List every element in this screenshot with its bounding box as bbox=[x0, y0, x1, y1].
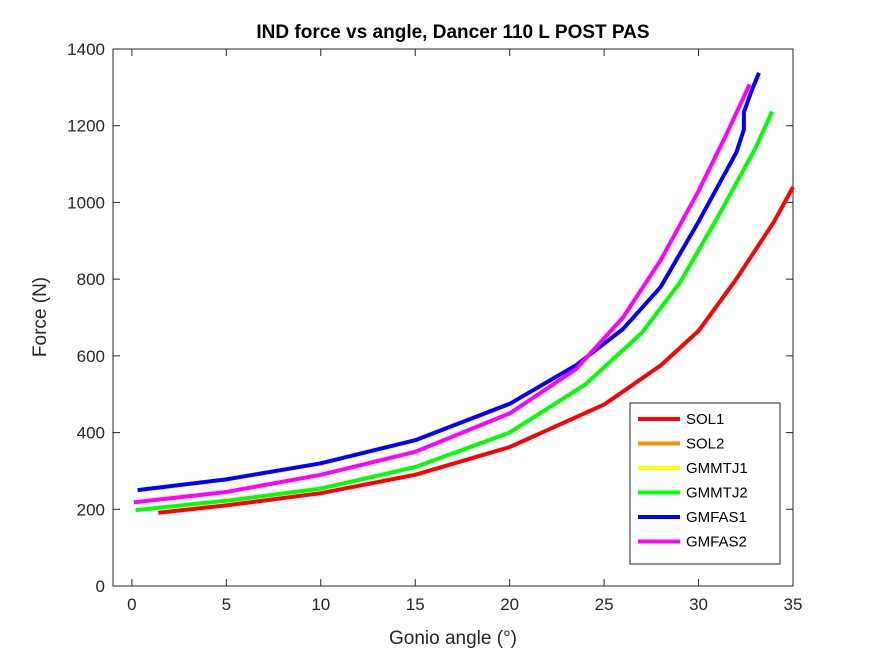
x-tick-label: 25 bbox=[595, 595, 614, 614]
y-tick-label: 400 bbox=[77, 424, 105, 443]
series-line-gmfas2 bbox=[133, 83, 752, 505]
x-tick-label: 20 bbox=[500, 595, 519, 614]
series-line-gmfas1 bbox=[137, 72, 761, 493]
y-tick-label: 0 bbox=[96, 577, 105, 596]
legend-label-gmmtj2: GMMTJ2 bbox=[686, 485, 748, 502]
x-tick-label: 5 bbox=[222, 595, 231, 614]
x-tick-label: 15 bbox=[406, 595, 425, 614]
legend-label-gmfas2: GMFAS2 bbox=[686, 534, 747, 551]
series-line-sol1 bbox=[158, 186, 795, 515]
legend-label-sol2: SOL2 bbox=[686, 436, 724, 453]
x-tick-label: 0 bbox=[127, 595, 136, 614]
x-tick-label: 30 bbox=[689, 595, 708, 614]
series-lines bbox=[133, 72, 795, 515]
y-tick-label: 1400 bbox=[67, 40, 105, 59]
legend-label-sol1: SOL1 bbox=[686, 411, 724, 428]
x-tick-label: 35 bbox=[784, 595, 803, 614]
series-line-gmmtj2 bbox=[135, 110, 775, 513]
y-tick-label: 1200 bbox=[67, 117, 105, 136]
x-axis-label: Gonio angle (°) bbox=[389, 628, 517, 649]
chart-title: IND force vs angle, Dancer 110 L POST PA… bbox=[256, 22, 649, 43]
y-tick-label: 200 bbox=[77, 500, 105, 519]
y-tick-label: 600 bbox=[77, 347, 105, 366]
y-tick-label: 800 bbox=[77, 270, 105, 289]
x-tick-label: 10 bbox=[311, 595, 330, 614]
y-tick-label: 1000 bbox=[67, 193, 105, 212]
legend-label-gmmtj1: GMMTJ1 bbox=[686, 460, 748, 477]
legend-box bbox=[629, 402, 781, 565]
ticks: 0 5 10 15 20 25 30 35 0 200 400 600 800 1000 1200 1400 bbox=[67, 40, 802, 614]
y-axis-label: Force (N) bbox=[30, 277, 51, 357]
legend-label-gmfas1: GMFAS1 bbox=[686, 509, 747, 526]
legend: SOL1 SOL2 GMMTJ1 GMMTJ2 GMFAS1 GMFAS2 bbox=[629, 402, 781, 565]
